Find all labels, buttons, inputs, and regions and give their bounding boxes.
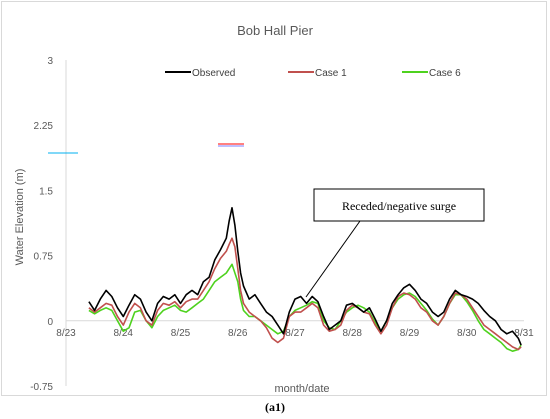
x-axis-label: month/date — [274, 383, 329, 395]
x-tick-label: 8/29 — [400, 328, 420, 339]
annotation-text: Receded/negative surge — [342, 199, 456, 213]
x-tick-label: 8/28 — [343, 328, 363, 339]
x-tick-label: 8/24 — [114, 328, 134, 339]
legend-label-observed: Observed — [192, 68, 235, 79]
legend-label-case-1: Case 1 — [315, 68, 347, 79]
chart-frame — [1, 1, 547, 396]
series-line-observed — [88, 207, 522, 346]
annotation-box — [313, 188, 485, 222]
y-tick-label: 0 — [47, 317, 53, 328]
y-tick-label: 2.25 — [34, 121, 54, 132]
x-tick-label: 8/31 — [514, 328, 534, 339]
x-tick-label: 8/30 — [457, 328, 477, 339]
y-tick-label: 0.75 — [34, 252, 54, 263]
x-tick-label: 8/23 — [56, 328, 76, 339]
figure-caption: (a1) — [265, 400, 285, 414]
chart-title: Bob Hall Pier — [237, 23, 314, 38]
y-axis-label: Water Elevation (m) — [14, 169, 26, 266]
x-tick-label: 8/27 — [285, 328, 305, 339]
y-tick-label: -0.75 — [30, 382, 53, 393]
x-tick-label: 8/25 — [171, 328, 191, 339]
x-tick-label: 8/26 — [228, 328, 248, 339]
series-line-case-1 — [88, 237, 522, 351]
annotation-pointer — [305, 220, 361, 298]
y-tick-label: 1.5 — [39, 186, 53, 197]
legend-label-case-6: Case 6 — [429, 68, 461, 79]
y-tick-label: 3 — [47, 56, 53, 67]
